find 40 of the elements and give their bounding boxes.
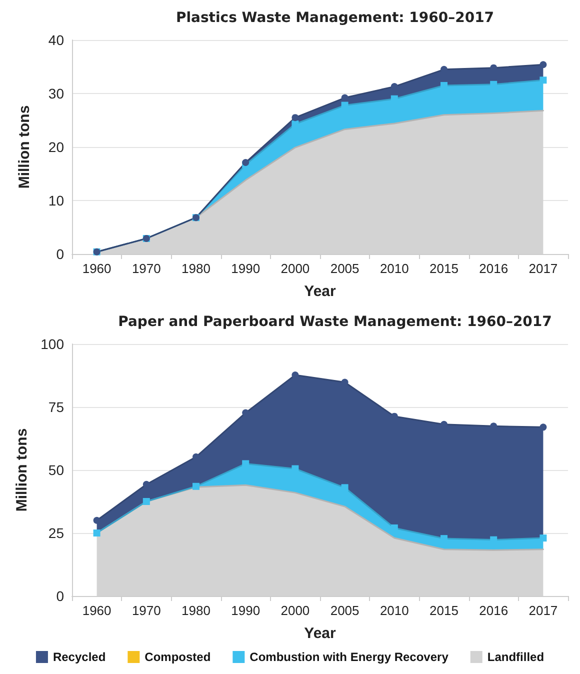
chart-title: Plastics Waste Management: 1960–2017 [176,10,494,26]
chart-title: Paper and Paperboard Waste Management: 1960–2017 [118,314,552,330]
y-tick-label: 75 [48,399,64,415]
x-tick-label: 2010 [380,261,409,276]
y-tick-label: 30 [48,86,64,102]
x-tick-label: 1980 [182,603,210,618]
x-tick-label: 1960 [82,261,112,276]
y-tick-label: 25 [48,525,64,541]
y-tick-label: 0 [56,246,64,262]
x-tick-label: 2016 [479,603,508,618]
legend-label: Landfilled [487,650,544,664]
x-tick-label: 1970 [132,603,161,618]
x-tick-label: 2000 [280,603,310,618]
y-axis-title: Million tons [14,428,31,512]
x-tick-label: 2010 [380,603,409,618]
legend-label: Recycled [52,650,106,664]
y-tick-label: 20 [48,139,64,155]
x-tick-label: 1970 [132,261,161,276]
y-tick-label: 100 [40,336,64,352]
y-tick-label: 10 [48,192,64,208]
x-tick-label: 1980 [182,261,210,276]
y-axis-title: Million tons [16,105,33,189]
x-tick-label: 2017 [528,603,558,618]
x-tick-label: 2016 [479,261,508,276]
x-tick-label: 2005 [330,261,360,276]
x-tick-label: 1990 [231,603,260,618]
x-tick-label: 2017 [528,261,558,276]
x-tick-label: 2015 [430,603,458,618]
x-tick-label: 2015 [430,261,458,276]
x-axis-title: Year [304,283,336,300]
y-tick-label: 50 [48,462,64,478]
y-tick-label: 0 [56,588,64,604]
x-axis-title: Year [304,625,336,642]
y-tick-label: 40 [48,32,64,48]
legend-label: Composted [144,650,211,664]
x-tick-label: 1990 [231,261,260,276]
x-tick-label: 2005 [330,603,360,618]
x-tick-label: 2000 [280,261,310,276]
x-tick-label: 1960 [82,603,112,618]
legend-label: Combustion with Energy Recovery [250,650,449,664]
